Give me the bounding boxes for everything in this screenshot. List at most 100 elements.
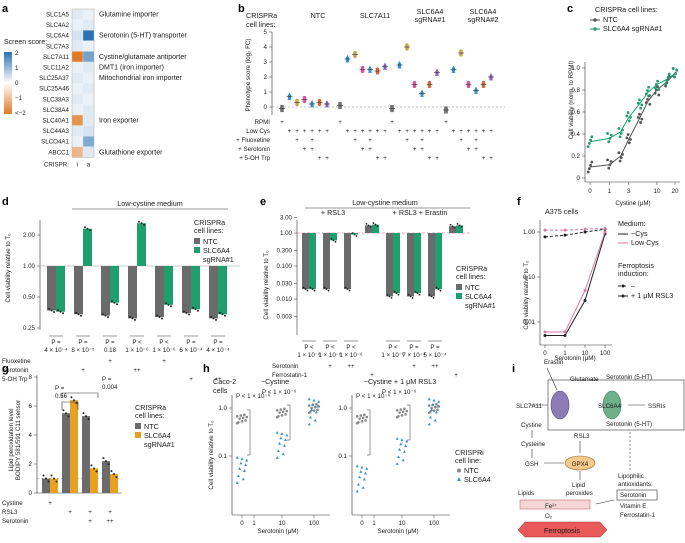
g-point xyxy=(70,396,73,399)
h-x-tick-label: 1 xyxy=(252,520,256,527)
d-point xyxy=(138,220,140,223)
h-point-ntc xyxy=(307,404,311,407)
c-point xyxy=(607,140,611,144)
d-point xyxy=(62,312,64,315)
panel-letter-i: i xyxy=(512,363,515,375)
h-point-ntc xyxy=(281,410,285,414)
h-point-slc6a4 xyxy=(355,464,359,468)
d-bar xyxy=(74,266,83,315)
c-point xyxy=(607,166,611,170)
b-row-sign: + xyxy=(303,146,307,153)
d-bar xyxy=(209,266,218,319)
c-point xyxy=(638,112,641,116)
h-point-ntc xyxy=(283,407,286,411)
c-point xyxy=(674,72,677,75)
g-row-sign: + xyxy=(108,509,112,516)
panel-a: a Screen score: 2 1 0 −1 <−2 SLC1A5 SLC4A2 SLC… xyxy=(2,3,188,168)
b-row-sign: + xyxy=(420,128,424,135)
b-row-sign: + xyxy=(390,119,394,126)
h-point-slc6a4 xyxy=(401,458,405,462)
h-pval-right-bracket xyxy=(367,409,371,456)
c-y-tick-label: 0.6 xyxy=(571,109,580,116)
h-y-tick-label: 1.0 xyxy=(218,405,227,412)
c-y-tick-label: 0.8 xyxy=(571,87,580,94)
d-pval-label: P < xyxy=(132,339,142,346)
e-bar xyxy=(302,233,309,290)
b-row-sign: + xyxy=(295,137,299,144)
c-point xyxy=(609,133,613,137)
heatmap-cell xyxy=(82,8,95,20)
d-pval-label: P < xyxy=(159,339,169,346)
c-point xyxy=(640,117,644,121)
gene-label: SLC44A3 xyxy=(43,128,70,135)
b-row-sign: + xyxy=(376,128,380,135)
e-pval-label: 1 × 10⁻⁶ xyxy=(318,352,342,359)
d-bar xyxy=(47,266,56,311)
d-point xyxy=(215,318,217,321)
e-point xyxy=(374,223,377,226)
h-pval-left-bracket2 xyxy=(287,404,291,441)
e-point xyxy=(388,295,391,298)
b-group-title: SLC6A4 xyxy=(417,7,444,16)
g-row-sign: + xyxy=(88,518,92,525)
c-point xyxy=(675,68,679,72)
e-row-sign: + xyxy=(412,363,416,370)
e-point xyxy=(302,286,305,289)
f-point xyxy=(583,227,587,231)
b-row-sign: + xyxy=(452,128,456,135)
fe-label: Fe²⁺ xyxy=(545,503,558,510)
heatmap-cell xyxy=(82,125,95,137)
c-series-line xyxy=(589,73,676,168)
d-point xyxy=(170,305,172,308)
b-point xyxy=(435,68,439,73)
c-y-tick-label: 1.0 xyxy=(571,65,580,72)
b-point xyxy=(338,101,342,106)
e-point xyxy=(428,293,431,296)
b-point xyxy=(383,62,387,67)
e-legend-label: sgRNA#1 xyxy=(465,301,496,310)
e-point xyxy=(435,286,438,289)
c-point xyxy=(627,119,631,123)
g-point xyxy=(62,409,65,412)
c-point xyxy=(619,156,623,160)
e-pval-label: P < xyxy=(325,344,335,351)
c-legend-label: NTC xyxy=(603,15,618,24)
e-y-tick-label: 3.00 xyxy=(280,214,293,221)
e-row-sign: ++ xyxy=(431,363,439,370)
e-point xyxy=(353,233,356,236)
vitamin-e-label: Vitamin E xyxy=(620,503,646,510)
heatmap-cell xyxy=(71,30,84,41)
e-point xyxy=(304,288,307,290)
h-point-ntc xyxy=(238,417,241,420)
c-x-tick-label: 0 xyxy=(588,188,592,195)
h-point-slc6a4 xyxy=(434,410,438,414)
c-point xyxy=(656,79,659,83)
gene-label: SLC7A3 xyxy=(46,43,70,50)
h-point-slc6a4 xyxy=(275,430,279,434)
e-point xyxy=(344,286,347,289)
h-point-slc6a4 xyxy=(307,422,311,426)
g-row-label: Cystine xyxy=(2,500,23,507)
d-point xyxy=(48,307,50,310)
f-point xyxy=(583,230,587,234)
g-row-label: Serotonin xyxy=(2,518,29,525)
e-y-tick-label: 0.010 xyxy=(277,296,293,303)
g-p2: P = xyxy=(102,376,112,383)
f-legend-label: Low Cys xyxy=(631,238,659,247)
h-point-ntc xyxy=(405,409,409,413)
e-title: Low-cystine medium xyxy=(352,198,418,207)
g-point xyxy=(47,480,50,483)
e-row-sign: + xyxy=(370,372,374,379)
d-y-tick-label: 0.50 xyxy=(23,294,36,301)
h-point-slc6a4 xyxy=(359,470,363,473)
heatmap-cell xyxy=(71,83,84,94)
h-point-ntc xyxy=(313,405,317,409)
b-point xyxy=(405,43,409,47)
e-pval-label: 5 × 10⁻⁴ xyxy=(423,352,447,359)
f-point xyxy=(543,334,547,338)
b-y-tick-label: 3 xyxy=(264,59,268,66)
panel-letter-e: e xyxy=(260,196,266,208)
panel-letter-f: f xyxy=(517,196,521,208)
g-point xyxy=(65,412,67,415)
